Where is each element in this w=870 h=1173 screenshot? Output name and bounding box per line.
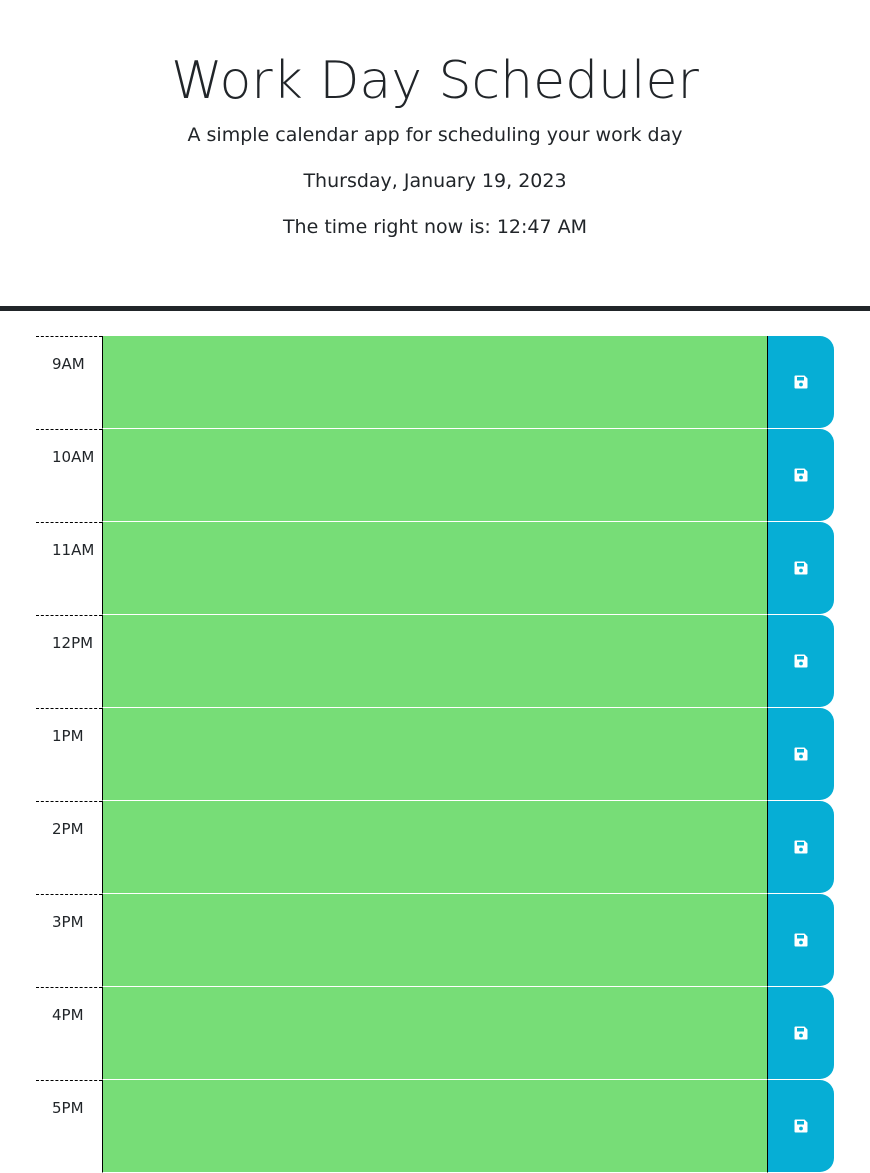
hour-label: 9AM	[36, 336, 102, 429]
event-description-input[interactable]	[102, 801, 768, 894]
current-time: The time right now is: 12:47 AM	[282, 216, 588, 238]
event-description-input[interactable]	[102, 336, 768, 429]
event-description-input[interactable]	[102, 522, 768, 615]
page-title: Work Day Scheduler	[171, 51, 699, 111]
save-icon	[794, 468, 808, 482]
save-icon	[794, 840, 808, 854]
hour-label: 12PM	[36, 615, 102, 708]
hour-label: 11AM	[36, 522, 102, 615]
time-block: 4PM	[36, 987, 834, 1080]
current-date: Thursday, January 19, 2023	[303, 170, 567, 192]
time-block: 5PM	[36, 1080, 834, 1173]
save-button[interactable]	[768, 708, 834, 800]
time-block: 9AM	[36, 336, 834, 429]
save-icon	[794, 747, 808, 761]
save-icon	[794, 1119, 808, 1133]
event-description-input[interactable]	[102, 615, 768, 708]
save-icon	[794, 933, 808, 947]
hour-label: 1PM	[36, 708, 102, 801]
save-button[interactable]	[768, 801, 834, 893]
save-button[interactable]	[768, 615, 834, 707]
hour-label: 4PM	[36, 987, 102, 1080]
save-button[interactable]	[768, 522, 834, 614]
page-header: Work Day Scheduler A simple calendar app…	[0, 0, 870, 306]
time-block: 2PM	[36, 801, 834, 894]
hour-label: 3PM	[36, 894, 102, 987]
time-block: 1PM	[36, 708, 834, 801]
save-icon	[794, 561, 808, 575]
save-button[interactable]	[768, 1080, 834, 1172]
event-description-input[interactable]	[102, 1080, 768, 1173]
save-button[interactable]	[768, 894, 834, 986]
hour-label: 10AM	[36, 429, 102, 522]
save-button[interactable]	[768, 987, 834, 1079]
header-divider	[0, 306, 870, 311]
hour-label: 2PM	[36, 801, 102, 894]
time-block: 12PM	[36, 615, 834, 708]
event-description-input[interactable]	[102, 429, 768, 522]
event-description-input[interactable]	[102, 708, 768, 801]
page-subtitle: A simple calendar app for scheduling you…	[187, 124, 683, 146]
save-icon	[794, 654, 808, 668]
save-button[interactable]	[768, 336, 834, 428]
hour-label: 5PM	[36, 1080, 102, 1173]
save-icon	[794, 375, 808, 389]
time-block: 11AM	[36, 522, 834, 615]
save-button[interactable]	[768, 429, 834, 521]
schedule-container: 9AM 10AM 11AM 12PM 1PM 2PM	[36, 336, 834, 1173]
event-description-input[interactable]	[102, 894, 768, 987]
time-block: 10AM	[36, 429, 834, 522]
event-description-input[interactable]	[102, 987, 768, 1080]
save-icon	[794, 1026, 808, 1040]
time-block: 3PM	[36, 894, 834, 987]
